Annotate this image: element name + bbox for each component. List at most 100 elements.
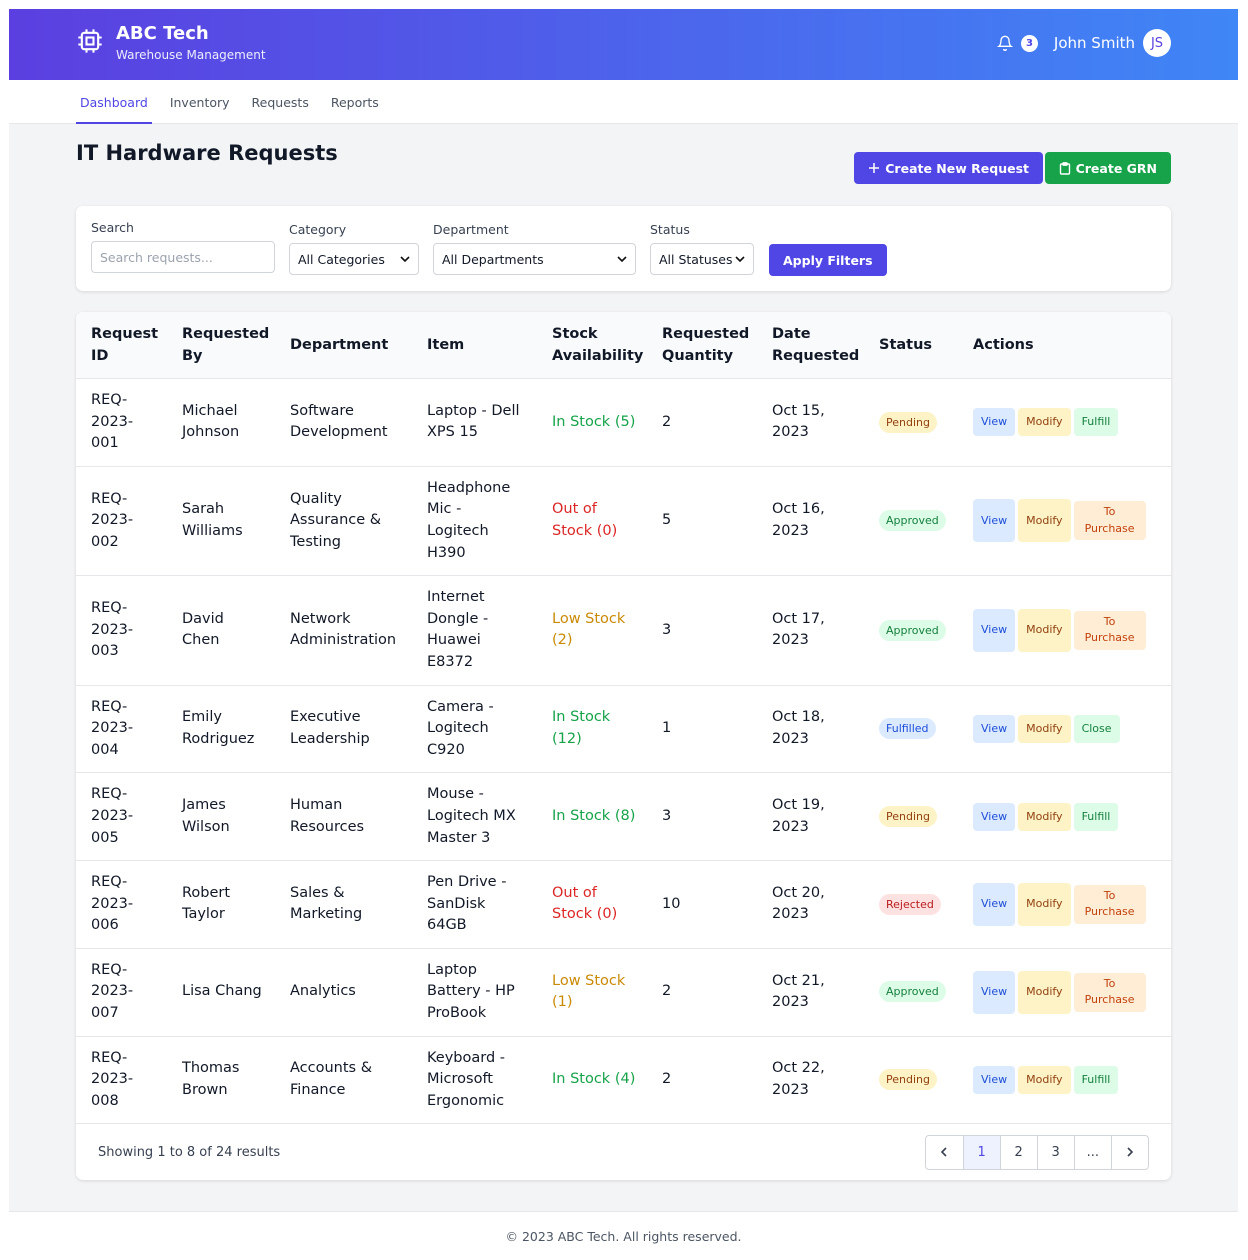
- user-box: 3 John Smith JS: [996, 29, 1171, 57]
- action-group: View Modify Close: [973, 714, 1161, 743]
- cell-requested-by: Lisa Chang: [167, 947, 275, 1037]
- action-button[interactable]: View: [973, 970, 1016, 1014]
- cell-item: Headphone Mic - Logitech H390: [412, 465, 537, 576]
- action-button[interactable]: View: [973, 714, 1016, 743]
- page-button[interactable]: 3: [1036, 1135, 1074, 1169]
- action-button[interactable]: Modify: [1018, 608, 1071, 652]
- chevron: [617, 256, 627, 262]
- status-badge: Approved: [879, 619, 946, 641]
- cell-status: Approved: [864, 575, 958, 686]
- action-button[interactable]: View: [973, 608, 1016, 652]
- cell-quantity: 2: [647, 378, 757, 467]
- user-name[interactable]: John Smith: [1053, 34, 1135, 52]
- page-button[interactable]: ...: [1073, 1135, 1111, 1169]
- cell-id: REQ-2023-005: [76, 772, 167, 861]
- cell-status: Fulfilled: [864, 684, 958, 773]
- nav-link[interactable]: Reports: [330, 95, 379, 110]
- page-arrow[interactable]: [926, 1136, 963, 1169]
- category-select[interactable]: All Categories: [289, 243, 419, 275]
- action-button[interactable]: Modify: [1018, 882, 1071, 926]
- action-button[interactable]: To Purchase: [1073, 501, 1146, 541]
- action-button[interactable]: Modify: [1018, 1066, 1071, 1095]
- cell-department: Sales & Marketing: [275, 860, 412, 949]
- action-button[interactable]: To Purchase: [1073, 884, 1146, 924]
- action-button[interactable]: View: [973, 408, 1016, 437]
- page-arrow[interactable]: [1111, 1135, 1148, 1169]
- cell-date: Oct 15, 2023: [757, 378, 864, 467]
- chevron: [400, 256, 410, 262]
- status-badge: Pending: [879, 805, 937, 827]
- nav-link[interactable]: Dashboard: [76, 80, 152, 124]
- cell-requested-by: David Chen: [167, 575, 275, 686]
- action-button[interactable]: Modify: [1018, 802, 1071, 831]
- action-button[interactable]: View: [973, 882, 1016, 926]
- action-button[interactable]: Fulfill: [1073, 408, 1119, 437]
- department-select[interactable]: All Departments: [433, 243, 636, 275]
- cell-stock: Low Stock (1): [537, 947, 647, 1037]
- title-bar: IT Hardware Requests Create New Request …: [76, 124, 1171, 184]
- action-button[interactable]: View: [973, 499, 1016, 543]
- nav-link[interactable]: Inventory: [169, 95, 230, 110]
- cell-requested-by: Sarah Williams: [167, 465, 275, 576]
- action-button[interactable]: To Purchase: [1073, 610, 1146, 650]
- category-field: Category All Categories: [289, 222, 419, 275]
- create-grn-button[interactable]: Create GRN: [1044, 152, 1171, 184]
- cell-quantity: 2: [647, 947, 757, 1037]
- cell-date: Oct 17, 2023: [757, 575, 864, 686]
- action-button[interactable]: Close: [1073, 714, 1120, 743]
- cell-date: Oct 16, 2023: [757, 465, 864, 576]
- column-header: Requested Quantity: [647, 312, 757, 379]
- filters: Search Search requests... Category All C…: [76, 206, 1171, 291]
- results-summary: Showing 1 to 8 of 24 results: [98, 1144, 281, 1160]
- cell-actions: View Modify To Purchase: [958, 575, 1171, 686]
- search-input[interactable]: Search requests...: [91, 241, 275, 273]
- apply-filters-button[interactable]: Apply Filters: [769, 244, 887, 276]
- column-header: Status: [864, 312, 958, 379]
- clipboard-icon: [1059, 161, 1070, 175]
- action-button[interactable]: View: [973, 802, 1016, 831]
- cell-requested-by: Emily Rodriguez: [167, 684, 275, 773]
- department-label: Department: [433, 222, 509, 237]
- status-badge: Approved: [879, 510, 946, 532]
- table-row: REQ-2023-001 Michael Johnson Software Deve…: [76, 378, 1171, 467]
- cell-stock: In Stock (8): [537, 772, 647, 861]
- status-select[interactable]: All Statuses: [650, 243, 754, 275]
- avatar[interactable]: JS: [1143, 29, 1171, 57]
- column-header: Request ID: [76, 312, 167, 379]
- create-request-button[interactable]: Create New Request: [854, 152, 1043, 184]
- cell-id: REQ-2023-003: [76, 575, 167, 686]
- nav-link[interactable]: Requests: [251, 95, 309, 110]
- cell-status: Approved: [864, 947, 958, 1037]
- page-button[interactable]: 1: [962, 1135, 1000, 1169]
- action-button[interactable]: Fulfill: [1073, 802, 1119, 831]
- action-button[interactable]: To Purchase: [1073, 972, 1146, 1012]
- cell-status: Approved: [864, 465, 958, 576]
- table-row: REQ-2023-006 Robert Taylor Sales & Marketi…: [76, 860, 1171, 949]
- action-button[interactable]: Fulfill: [1073, 1066, 1119, 1095]
- table-row: REQ-2023-007 Lisa Chang Analytics Laptop Ba…: [76, 947, 1171, 1037]
- cell-date: Oct 21, 2023: [757, 947, 864, 1037]
- action-button[interactable]: View: [973, 1066, 1016, 1095]
- table-row: REQ-2023-008 Thomas Brown Accounts & Finan…: [76, 1035, 1171, 1124]
- bell-icon[interactable]: [996, 35, 1013, 51]
- action-group: View Modify Fulfill: [973, 408, 1161, 437]
- column-header: Date Requested: [757, 312, 864, 379]
- action-button[interactable]: Modify: [1018, 970, 1071, 1014]
- page-button[interactable]: 2: [999, 1135, 1037, 1169]
- chip-icon: [78, 29, 102, 53]
- action-button[interactable]: Modify: [1018, 499, 1071, 543]
- cell-actions: View Modify Fulfill: [958, 772, 1171, 861]
- cell-quantity: 1: [647, 684, 757, 773]
- cell-item: Laptop Battery - HP ProBook: [412, 947, 537, 1037]
- table-row: REQ-2023-002 Sarah Williams Quality Assura…: [76, 465, 1171, 576]
- status-badge: Pending: [879, 411, 937, 433]
- action-button[interactable]: Modify: [1018, 408, 1071, 437]
- category-value: All Categories: [298, 251, 385, 267]
- header-row: Request ID Requested By Department Item Stoc…: [76, 312, 1171, 379]
- cell-actions: View Modify Close: [958, 684, 1171, 773]
- cell-quantity: 3: [647, 575, 757, 686]
- chevron: [1127, 1147, 1134, 1158]
- action-button[interactable]: Modify: [1018, 714, 1071, 743]
- cell-stock: In Stock (5): [537, 378, 647, 467]
- cell-quantity: 10: [647, 860, 757, 949]
